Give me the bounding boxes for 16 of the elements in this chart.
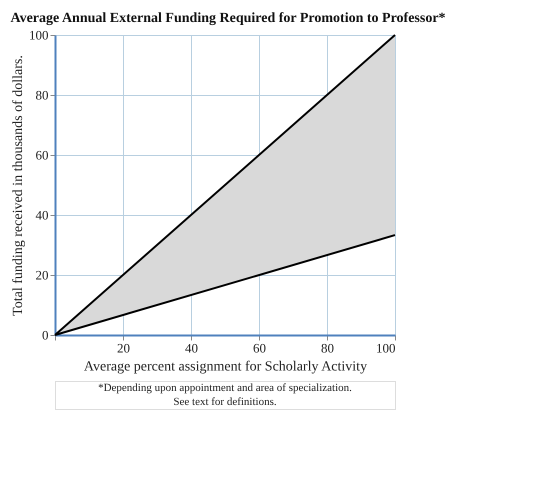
x-axis-title: Average percent assignment for Scholarly Activity bbox=[84, 360, 368, 374]
x-tick-label: 100 bbox=[376, 340, 396, 356]
y-tick-label: 40 bbox=[36, 208, 48, 222]
y-tick-label: 0 bbox=[42, 328, 48, 342]
chart-title: Average Annual External Funding Required for Promotion to Professor* bbox=[10, 11, 446, 26]
y-tick-label: 20 bbox=[36, 268, 48, 282]
text: See text for definitions. bbox=[173, 396, 277, 408]
x-tick-label: 60 bbox=[253, 340, 266, 356]
x-tick-label: 20 bbox=[117, 340, 130, 356]
y-tick-label: 60 bbox=[36, 148, 48, 162]
y-axis-title: Total funding received in thousands of dollars. bbox=[11, 55, 26, 316]
y-tick-label: 80 bbox=[36, 88, 48, 102]
text: *Depending upon appointment and area of specialization. bbox=[98, 382, 352, 394]
y-tick-label: 100 bbox=[29, 28, 48, 42]
x-tick-label: 40 bbox=[185, 340, 198, 356]
x-tick-label: 80 bbox=[321, 340, 334, 356]
